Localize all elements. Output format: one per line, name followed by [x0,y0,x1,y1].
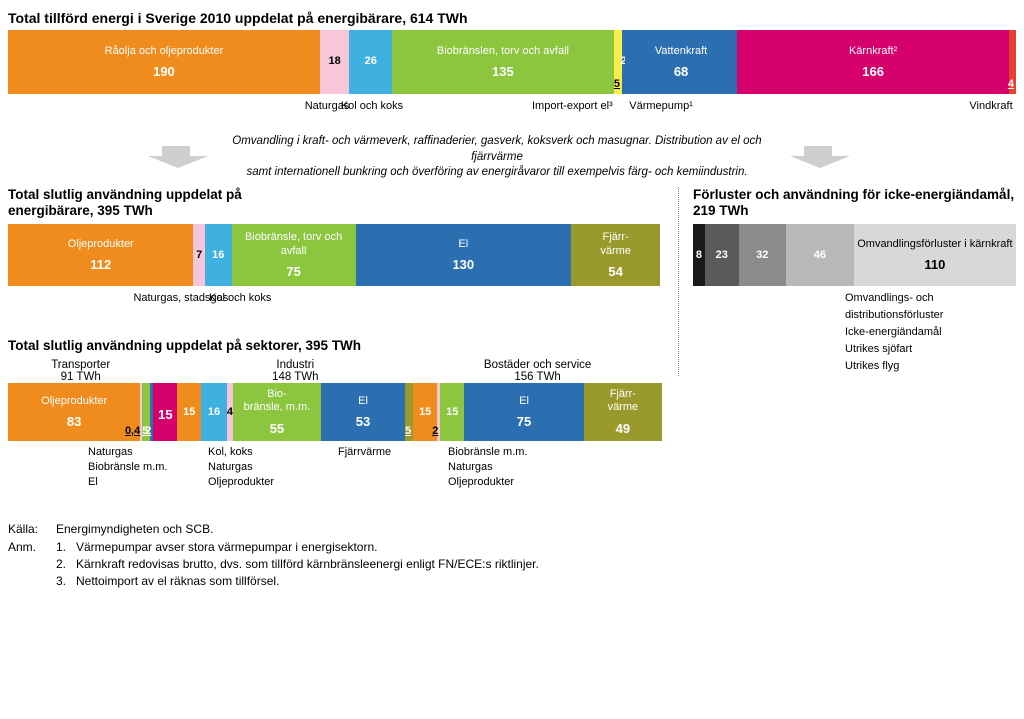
bar-segment: 8 [693,224,705,286]
callout-label: Omvandlings- och distributionsförluster [845,290,1016,324]
callout-label: Naturgas [448,460,527,475]
middle-right-section: Förluster och användning för icke-energi… [678,187,1016,376]
sectors-bar: Oljeprodukter830,4521515164Bio- bränsle,… [8,383,662,441]
middle-left-title: Total slutlig användning uppdelat på ene… [8,187,328,221]
bar-segment: Fjärr- värme49 [584,383,662,441]
middle-left-callouts: Naturgas, stadsgasKol och koks [8,286,662,310]
sector-gap: 15 [153,383,177,441]
middle-right-title: Förluster och användning för icke-energi… [693,187,1016,221]
bar-segment: 32 [739,224,786,286]
sector-header: Bostäder och service156 TWh [413,359,662,383]
callout-label: Icke-energiändamål [845,324,1016,341]
callout-label: Naturgas [88,445,167,460]
middle-right-callouts: Omvandlings- och distributionsförlusterI… [845,290,1016,375]
sector-headers: Transporter91 TWh Industri148 TWhBostäder… [8,359,662,383]
transformation-line1: Omvandling i kraft- och värmeverk, raffi… [224,134,770,165]
sector-header: Industri148 TWh [177,359,413,383]
bar-segment: 15 [177,383,201,441]
notes: Källa: Energimyndigheten och SCB. Anm.1.… [8,521,1016,591]
transformation-row: Omvandling i kraft- och värmeverk, raffi… [8,134,1016,181]
top-title: Total tillförd energi i Sverige 2010 upp… [8,10,1016,26]
bar-segment: Oljeprodukter112 [8,224,193,286]
callout-label: Vindkraft [969,100,1012,112]
sector-callouts: NaturgasBiobränsle m.m.ElKol, koksNaturg… [8,441,662,495]
note-line: Anm.1.Värmepumpar avser stora värmepumpa… [8,539,1016,556]
bar-segment: Naturgas18 [320,30,350,94]
sector-callout-block: Biobränsle m.m.NaturgasOljeprodukter [448,445,527,490]
bar-segment: Omvandlingsförluster i kärnkraft110 [854,224,1016,286]
callout-label: Biobränsle m.m. [88,460,167,475]
sector-callout-block: Fjärrvärme [338,445,391,460]
bar-segment: Kärnkraft²166 [737,30,1010,94]
bar-segment: Bio- bränsle, m.m.55 [233,383,321,441]
bar-segment: Vattenkraft68 [625,30,737,94]
top-bar: Råolja och oljeprodukter190Naturgas1826B… [8,30,1016,94]
callout-label: Naturgas [208,460,274,475]
bar-segment: Oljeprodukter83 [8,383,140,441]
bar-segment: El130 [356,224,571,286]
bar-segment: 15 [440,383,464,441]
notes-list: Anm.1.Värmepumpar avser stora värmepumpa… [8,539,1016,591]
transformation-text: Omvandling i kraft- och värmeverk, raffi… [224,134,770,181]
bar-segment: 4 [1009,30,1016,94]
bar-segment: 23 [705,224,739,286]
callout-label: Oljeprodukter [448,475,527,490]
callout-label: Oljeprodukter [208,475,274,490]
bar-segment: 16 [205,224,231,286]
middle-right-bar: 8233246Omvandlingsförluster i kärnkraft1… [693,224,1016,286]
callout-label: Biobränsle m.m. [448,445,527,460]
sector-callout-block: Kol, koksNaturgasOljeprodukter [208,445,274,490]
bar-segment: Biobränsle, torv och avfall75 [232,224,356,286]
source-key: Källa: [8,521,50,538]
sector-callout-block: NaturgasBiobränsle m.m.El [88,445,167,490]
middle-left-section: Total slutlig användning uppdelat på ene… [8,187,662,496]
callout-label: Kol och koks [209,292,271,304]
arrow-left-icon [148,146,204,168]
callout-label: Utrikes sjöfart [845,341,1016,358]
sector-header: Transporter91 TWh [8,359,153,383]
note-line: 2.Kärnkraft redovisas brutto, dvs. som t… [8,556,1016,573]
source-val: Energimyndigheten och SCB. [56,521,213,538]
callout-label: Fjärrvärme [338,445,391,460]
callout-label: El [88,475,167,490]
bar-segment: 26 [349,30,392,94]
transformation-line2: samt internationell bunkring och överför… [224,165,770,181]
bar-segment: 5 [405,383,413,441]
bar-segment: 46 [786,224,854,286]
middle-left-bar: Oljeprodukter112716Biobränsle, torv och … [8,224,662,286]
top-section: Total tillförd energi i Sverige 2010 upp… [8,10,1016,118]
bar-segment: 16 [201,383,227,441]
callout-label: Värmepump¹ [629,100,693,112]
top-callouts: NaturgasKol och koksImport-export el³Vär… [8,94,1016,118]
bar-segment: El75 [464,383,584,441]
callout-label: Kol och koks [341,100,403,112]
bar-segment: Råolja och oljeprodukter190 [8,30,320,94]
bar-segment: Fjärr- värme54 [571,224,660,286]
sectors-title: Total slutlig användning uppdelat på sek… [8,338,388,355]
note-line: 3.Nettoimport av el räknas som tillförse… [8,573,1016,590]
bar-segment: 7 [193,224,205,286]
callout-label: Kol, koks [208,445,274,460]
bar-segment: Biobränslen, torv och avfall135 [392,30,614,94]
arrow-right-icon [790,146,846,168]
bar-segment: El53 [321,383,406,441]
callout-label: Import-export el³ [532,100,613,112]
callout-label: Utrikes flyg [845,358,1016,375]
middle-row: Total slutlig användning uppdelat på ene… [8,187,1016,496]
source-line: Källa: Energimyndigheten och SCB. [8,521,1016,538]
